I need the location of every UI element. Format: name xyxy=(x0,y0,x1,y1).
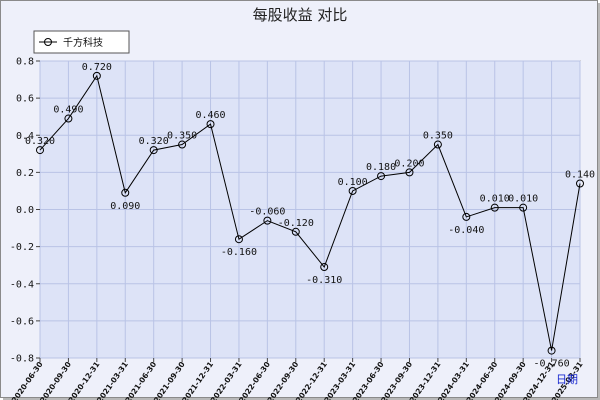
y-tick-label: -0.6 xyxy=(10,316,34,327)
x-tick-label: 2020-06-30 xyxy=(10,360,45,400)
y-tick-label: -0.4 xyxy=(10,279,34,290)
data-point xyxy=(377,172,386,181)
y-tick-label: 0.8 xyxy=(16,57,34,68)
data-point xyxy=(462,212,471,221)
chart-title: 每股收益 对比 xyxy=(253,6,348,24)
data-point xyxy=(320,263,329,272)
data-point xyxy=(121,188,130,197)
data-label: 0.490 xyxy=(53,105,83,116)
data-point xyxy=(64,114,73,123)
data-label: 0.090 xyxy=(110,201,140,212)
data-point xyxy=(92,71,101,80)
legend-label: 千方科技 xyxy=(63,36,103,49)
data-label: 0.010 xyxy=(480,194,510,205)
data-point xyxy=(576,179,584,188)
y-tick-label: 0.0 xyxy=(16,205,34,216)
data-label: -0.160 xyxy=(221,247,257,258)
legend-marker xyxy=(44,38,52,46)
legend-box xyxy=(33,30,130,54)
data-label: 0.180 xyxy=(366,162,396,173)
y-tick-label: 0.6 xyxy=(16,94,34,105)
y-axis: 0.8 0.6 0.4 0.2 0.0 -0.2 -0.4 -0.6 -0.8 xyxy=(10,57,40,365)
data-label: -0.120 xyxy=(278,218,314,229)
y-tick-label: -0.8 xyxy=(10,354,34,365)
data-label: 0.720 xyxy=(82,62,112,73)
data-label: 0.460 xyxy=(195,110,225,121)
y-tick-label: 0.4 xyxy=(16,131,34,142)
data-label: 0.010 xyxy=(508,194,538,205)
data-label: -0.040 xyxy=(448,225,484,236)
data-point xyxy=(291,227,300,236)
data-point xyxy=(433,140,442,149)
data-label: 0.350 xyxy=(423,131,453,142)
data-label: -0.310 xyxy=(306,275,342,286)
data-point xyxy=(547,346,556,355)
data-label: 0.200 xyxy=(394,158,424,169)
data-point xyxy=(348,186,357,195)
legend: 千方科技 xyxy=(33,30,130,54)
data-point xyxy=(206,120,215,129)
data-label: -0.060 xyxy=(249,207,285,218)
data-label: -0.760 xyxy=(534,359,570,370)
data-label: 0.320 xyxy=(139,136,169,147)
series-line xyxy=(39,74,581,351)
x-axis-unit-label: 日期 xyxy=(556,373,578,386)
data-point xyxy=(149,146,158,155)
data-point xyxy=(178,140,187,149)
data-point xyxy=(405,168,414,177)
data-point xyxy=(519,203,528,212)
y-tick-label: 0.2 xyxy=(16,168,34,179)
data-point xyxy=(263,216,272,225)
data-point xyxy=(490,203,499,212)
data-point xyxy=(234,235,243,244)
data-label: 0.320 xyxy=(25,136,55,147)
data-point xyxy=(36,146,44,155)
y-tick-label: -0.2 xyxy=(10,242,34,253)
series-group: 0.3200.4900.7200.0900.3200.3500.460-0.16… xyxy=(25,62,595,370)
data-label: 0.100 xyxy=(338,177,368,188)
x-axis: 2020-06-302020-09-302020-12-312021-03-31… xyxy=(10,358,585,400)
data-label: 0.350 xyxy=(167,131,197,142)
data-label: 0.140 xyxy=(565,170,595,181)
